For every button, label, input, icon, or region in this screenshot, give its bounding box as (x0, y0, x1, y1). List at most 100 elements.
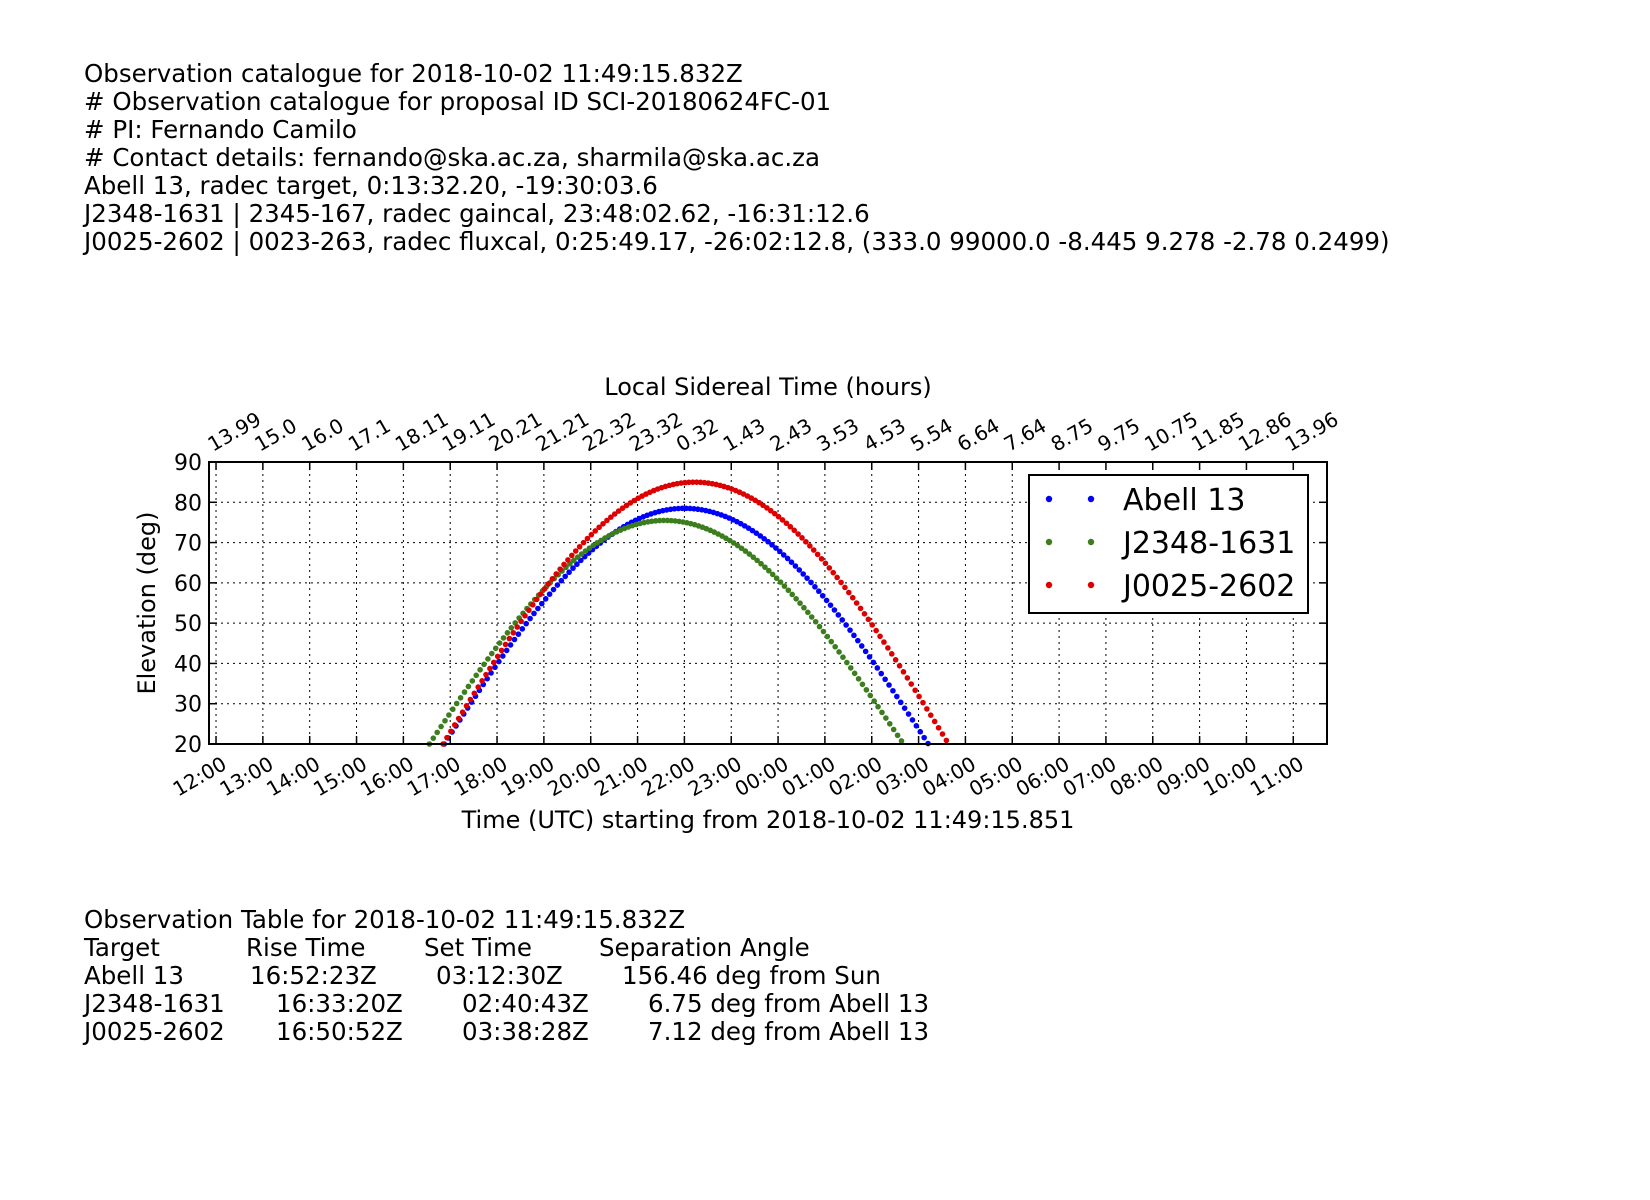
data-point (757, 533, 764, 539)
data-point (873, 627, 879, 634)
data-point (898, 738, 905, 744)
y-tick-label: 20 (174, 733, 202, 758)
data-point (894, 693, 900, 700)
data-point (453, 700, 460, 707)
data-point (586, 545, 593, 551)
data-point (619, 505, 626, 511)
data-point (826, 565, 833, 571)
data-point (549, 576, 556, 582)
data-point (897, 699, 904, 706)
legend-marker (1045, 495, 1053, 503)
data-point (558, 577, 565, 584)
lst-tick-label: 2.43 (766, 413, 817, 456)
data-point (865, 616, 872, 623)
data-point (526, 607, 532, 614)
lst-tick-label: 9.75 (1093, 413, 1144, 456)
data-point (842, 584, 848, 591)
data-point (477, 666, 483, 673)
data-point (507, 642, 514, 648)
data-point (550, 586, 557, 593)
data-point (758, 560, 764, 567)
data-point (870, 659, 877, 666)
data-point (844, 659, 850, 666)
data-point (510, 629, 517, 636)
data-point (557, 566, 563, 572)
data-point (901, 705, 908, 711)
data-point (787, 523, 794, 530)
data-point (890, 687, 896, 694)
data-point (769, 542, 775, 548)
data-point (816, 588, 822, 595)
y-tick-label: 60 (174, 572, 202, 597)
data-point (803, 539, 809, 545)
data-point (473, 672, 480, 679)
data-point (492, 664, 498, 671)
data-point (781, 583, 788, 589)
data-point (502, 641, 509, 648)
data-point (773, 545, 779, 551)
data-point (546, 591, 553, 597)
data-point (859, 681, 866, 688)
header-line: J0025-2602 | 0023-263, radec fluxcal, 0:… (84, 227, 1390, 256)
data-point (801, 604, 807, 611)
data-point (679, 505, 686, 512)
data-point (746, 551, 753, 557)
lst-tick-label: 8.75 (1047, 413, 1098, 456)
data-point (511, 636, 518, 643)
header-line: # Contact details: fernando@ska.ac.za, s… (84, 143, 820, 172)
lst-tick-label: 16.0 (297, 413, 348, 456)
data-point (931, 718, 938, 725)
y-tick-label: 90 (174, 451, 202, 476)
data-point (924, 706, 930, 712)
data-point (799, 535, 805, 541)
data-point (830, 569, 837, 576)
data-point (689, 479, 696, 485)
table-row: J0025-2602 16:50:52Z 03:38:28Z 7.12 deg … (84, 1017, 929, 1046)
data-point (892, 656, 899, 663)
data-point (766, 567, 772, 574)
data-point (847, 665, 854, 671)
data-point (542, 596, 549, 602)
column-header: Set Time (424, 933, 532, 962)
table-cell: Abell 13 (84, 961, 184, 990)
data-point (762, 564, 768, 570)
data-point (768, 507, 774, 514)
data-point (438, 723, 444, 730)
data-point (765, 538, 771, 545)
data-point (886, 720, 893, 727)
data-point (820, 628, 827, 635)
data-point (881, 639, 887, 645)
data-point (867, 692, 874, 699)
header-line: # PI: Fernando Camilo (84, 115, 357, 144)
data-point (576, 543, 583, 550)
data-point (492, 645, 499, 652)
y-tick-label: 50 (174, 612, 202, 637)
data-point (896, 663, 903, 669)
legend-marker (1087, 495, 1095, 503)
data-point (792, 563, 799, 569)
series-points (440, 479, 950, 747)
data-point (430, 735, 437, 741)
data-point (866, 654, 873, 660)
data-point (791, 527, 798, 534)
data-point (814, 551, 821, 558)
data-point (810, 547, 817, 553)
data-point (874, 665, 881, 671)
data-point (836, 649, 842, 655)
data-point (656, 517, 663, 524)
lst-tick-label: 3.53 (812, 413, 863, 456)
lst-tick-label: 13.96 (1281, 407, 1343, 456)
y-tick-label: 40 (174, 652, 202, 677)
y-tick-label: 30 (174, 693, 202, 718)
data-point (683, 505, 689, 512)
table-cell: 16:52:23Z (250, 961, 377, 990)
data-point (917, 728, 924, 735)
data-point (909, 717, 916, 723)
data-point (908, 681, 915, 687)
data-point (512, 620, 519, 626)
data-point (519, 626, 526, 632)
data-point (775, 513, 782, 520)
data-point (916, 693, 922, 700)
table-cell: 03:38:28Z (462, 1017, 589, 1046)
data-point (592, 528, 599, 534)
